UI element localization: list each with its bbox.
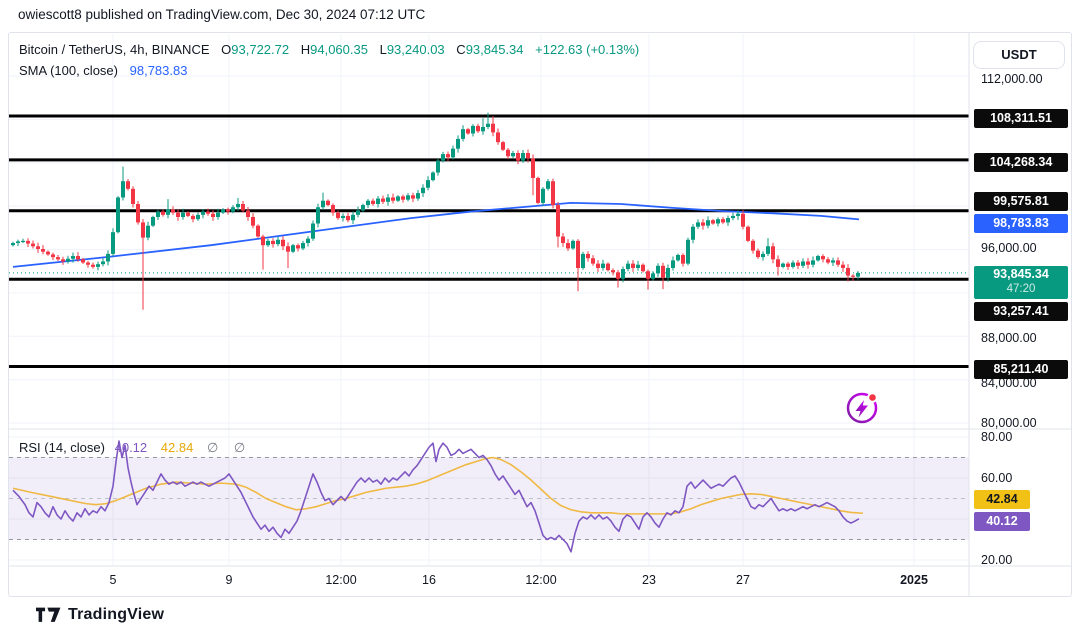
time-label: 2025 xyxy=(900,573,928,587)
price-badge-black: 85,211.40 xyxy=(974,359,1068,379)
time-axis[interactable]: 5 9 12:00 16 12:00 23 27 2025 xyxy=(9,567,969,596)
price-badge-purple: 40.12 xyxy=(974,511,1030,531)
scale-label: 80.00 xyxy=(981,430,1013,444)
time-label: 23 xyxy=(642,573,656,587)
symbol-title: Bitcoin / TetherUS, 4h, BINANCE xyxy=(19,42,210,57)
scale-label: 88,000.00 xyxy=(981,331,1037,345)
scale-label: 80,000.00 xyxy=(981,416,1037,430)
attribution-text: owiescott8 published on TradingView.com,… xyxy=(18,7,426,22)
time-label: 12:00 xyxy=(525,573,557,587)
price-scale[interactable]: 112,000.00 96,000.00 88,000.00 84,000.00 80,… xyxy=(969,33,1071,567)
sma-label: SMA (100, close) xyxy=(19,63,118,78)
time-label: 5 xyxy=(109,573,117,587)
low-key: L xyxy=(379,42,387,57)
tradingview-logo-text: TradingView xyxy=(68,606,165,623)
open-value: 93,722.72 xyxy=(231,42,290,57)
time-label: 9 xyxy=(225,573,233,587)
close-value: 93,845.34 xyxy=(465,42,524,57)
chart-pane[interactable] xyxy=(9,33,1071,596)
price-badge-teal: 93,845.34 47:20 xyxy=(974,265,1068,299)
price-badge-black: 99,575.81 xyxy=(974,191,1068,211)
price-badge-yellow: 42.84 xyxy=(974,489,1030,509)
sma-value: 98,783.83 xyxy=(129,63,188,78)
low-value: 93,240.03 xyxy=(386,42,445,57)
time-label: 27 xyxy=(736,573,750,587)
tradingview-logo-icon xyxy=(36,607,61,622)
chart-widget: Bitcoin / TetherUS, 4h, BINANCE O93,722.… xyxy=(8,32,1072,597)
scale-label: 112,000.00 xyxy=(981,72,1043,86)
rsi-ma-value: 42.84 xyxy=(160,440,194,455)
scale-label: 96,000.00 xyxy=(981,241,1037,255)
time-label: 16 xyxy=(422,573,436,587)
rsi-value: 40.12 xyxy=(114,440,148,455)
symbol-legend[interactable]: Bitcoin / TetherUS, 4h, BINANCE O93,722.… xyxy=(19,42,639,57)
scale-label: 84,000.00 xyxy=(981,376,1037,390)
price-badge-black: 93,257.41 xyxy=(974,301,1068,321)
scale-label: 20.00 xyxy=(981,553,1013,567)
close-key: C xyxy=(456,42,466,57)
rsi-label: RSI (14, close) xyxy=(19,440,105,455)
lightning-circle-icon[interactable] xyxy=(846,392,878,424)
rsi-empty-values: ∅ ∅ xyxy=(206,440,252,455)
scale-label: 60.00 xyxy=(981,471,1013,485)
high-value: 94,060.35 xyxy=(310,42,368,57)
open-key: O xyxy=(221,42,232,57)
sma-legend[interactable]: SMA (100, close) 98,783.83 xyxy=(19,63,187,78)
tradingview-logo[interactable]: TradingView xyxy=(36,606,164,624)
time-label: 12:00 xyxy=(325,573,357,587)
currency-toggle-button[interactable]: USDT xyxy=(973,41,1065,69)
price-badge-black: 108,311.51 xyxy=(974,108,1068,128)
change-value: +122.63 (+0.13%) xyxy=(535,42,640,57)
price-badge-blue: 98,783.83 xyxy=(974,213,1068,233)
high-key: H xyxy=(300,42,311,57)
rsi-legend[interactable]: RSI (14, close) 40.12 42.84 ∅ ∅ xyxy=(19,440,251,456)
price-badge-black: 104,268.34 xyxy=(974,152,1068,172)
